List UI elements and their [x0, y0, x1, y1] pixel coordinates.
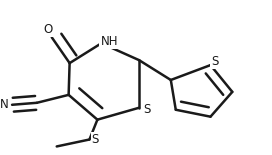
Text: O: O [43, 23, 52, 36]
Text: NH: NH [101, 35, 118, 48]
Text: S: S [211, 55, 218, 68]
Text: N: N [0, 98, 8, 111]
Text: S: S [92, 133, 99, 146]
Text: S: S [143, 103, 151, 116]
